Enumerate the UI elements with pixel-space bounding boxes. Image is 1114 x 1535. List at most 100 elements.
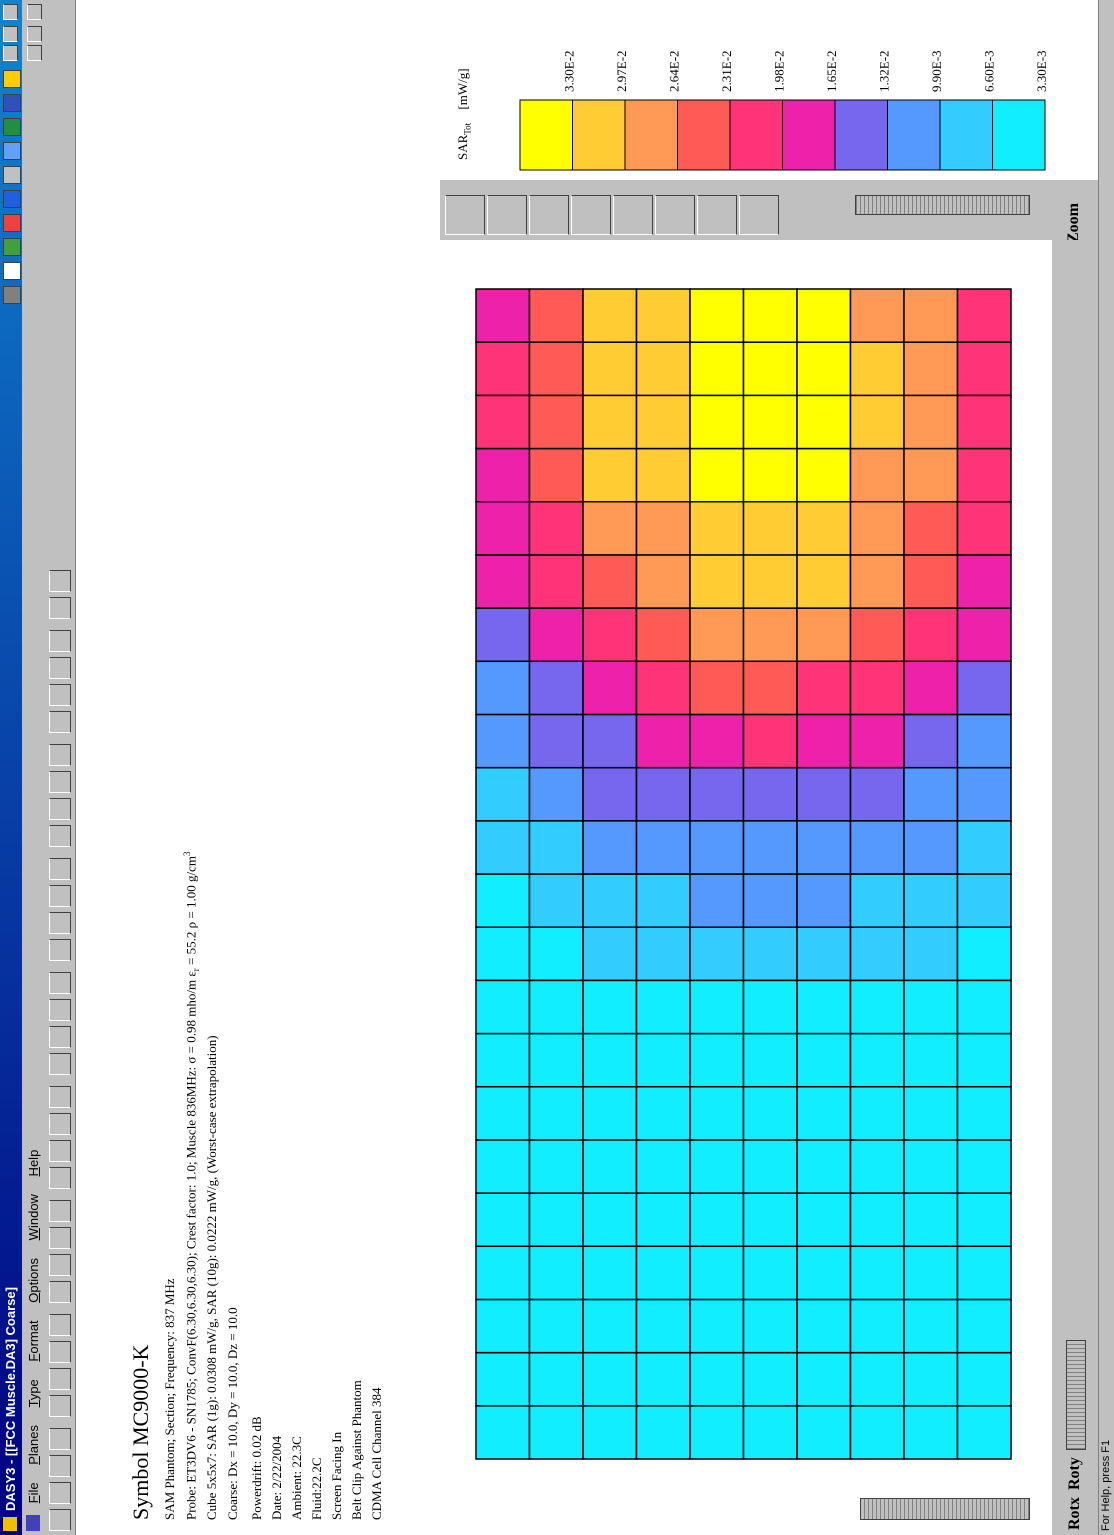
toolbar-button[interactable] xyxy=(49,630,71,652)
toolbar-button[interactable] xyxy=(49,1482,71,1504)
heatmap-cell xyxy=(475,607,531,663)
heatmap-cell xyxy=(849,1351,905,1407)
toolbar-button[interactable] xyxy=(49,570,71,592)
toolbar-button[interactable] xyxy=(49,912,71,934)
menu-item[interactable]: File xyxy=(26,1482,41,1504)
heatmap-cell xyxy=(528,500,584,556)
toolbar-button[interactable] xyxy=(49,1227,71,1249)
close-button[interactable] xyxy=(3,4,18,20)
heatmap-cell xyxy=(903,926,959,982)
tray-icon[interactable] xyxy=(3,190,21,208)
minimize-button[interactable] xyxy=(3,45,18,62)
toolbar-button[interactable] xyxy=(49,744,71,766)
tool-button[interactable] xyxy=(571,195,611,235)
tool-button[interactable] xyxy=(655,195,695,235)
info-line: Probe: ET3DV6 - SN1785; ConvF(6.30,6.30,… xyxy=(182,852,201,1520)
toolbar-button[interactable] xyxy=(49,1167,71,1189)
heatmap-cell xyxy=(528,1192,584,1248)
menu-item[interactable]: Window xyxy=(26,1194,41,1241)
heatmap-cell xyxy=(528,713,584,769)
maximize-button[interactable] xyxy=(3,25,18,42)
legend-quantity: SAR xyxy=(455,134,470,160)
toolbar-button[interactable] xyxy=(49,939,71,961)
toolbar-button[interactable] xyxy=(49,858,71,880)
tray-icon[interactable] xyxy=(3,214,21,232)
rotx-slider[interactable] xyxy=(860,1498,1030,1520)
heatmap-cell xyxy=(903,607,959,663)
tool-button[interactable] xyxy=(445,195,485,235)
heatmap-cell xyxy=(689,554,745,609)
heatmap-cell xyxy=(903,447,959,503)
close-button[interactable] xyxy=(27,4,42,20)
toolbar-button[interactable] xyxy=(49,798,71,820)
tray-icon[interactable] xyxy=(3,94,21,112)
toolbar-button[interactable] xyxy=(49,684,71,706)
toolbar-button[interactable] xyxy=(49,1368,71,1390)
heatmap-cell xyxy=(582,447,638,503)
toolbar-button[interactable] xyxy=(49,597,71,619)
heatmap-cell xyxy=(903,979,959,1035)
menu-item[interactable]: Help xyxy=(26,1149,41,1177)
toolbar-button[interactable] xyxy=(49,1395,71,1417)
toolbar-button[interactable] xyxy=(49,1086,71,1108)
restore-button[interactable] xyxy=(27,25,42,42)
tool-button[interactable] xyxy=(697,195,737,235)
heading: Symbol MC9000-K xyxy=(128,1344,153,1520)
toolbar-button[interactable] xyxy=(49,1314,71,1336)
heatmap-cell xyxy=(582,713,638,769)
tool-button[interactable] xyxy=(487,195,527,235)
toolbar-button[interactable] xyxy=(49,657,71,679)
legend-swatch xyxy=(782,99,836,171)
tray-icon[interactable] xyxy=(3,70,21,88)
tool-button[interactable] xyxy=(613,195,653,235)
toolbar-button[interactable] xyxy=(49,1026,71,1048)
legend-label: 1.32E-2 xyxy=(876,50,891,92)
tray-icon[interactable] xyxy=(3,286,21,304)
heatmap-cell xyxy=(796,1351,852,1407)
heatmap-cell xyxy=(528,1139,584,1194)
toolbar-button[interactable] xyxy=(49,1140,71,1162)
heatmap-cell xyxy=(903,1085,959,1141)
toolbar-button[interactable] xyxy=(49,1428,71,1450)
toolbar-button[interactable] xyxy=(49,972,71,994)
info-line: CDMA Cell Channel 384 xyxy=(369,1387,384,1520)
menu-item[interactable]: Type xyxy=(26,1379,41,1408)
info-sup: 3 xyxy=(182,851,192,857)
toolbar-button[interactable] xyxy=(49,1200,71,1222)
heatmap-cell xyxy=(582,341,638,397)
heatmap-cell xyxy=(742,394,798,450)
toolbar-button[interactable] xyxy=(49,711,71,733)
toolbar-button[interactable] xyxy=(49,1254,71,1276)
menu-item[interactable]: Planes xyxy=(26,1425,41,1465)
heatmap-cell xyxy=(903,1298,959,1354)
toolbar-button[interactable] xyxy=(49,885,71,907)
heatmap-cell xyxy=(582,288,638,343)
tool-button[interactable] xyxy=(529,195,569,235)
tray-icon[interactable] xyxy=(3,238,21,256)
toolbar-button[interactable] xyxy=(49,1455,71,1477)
heatmap-cell xyxy=(796,341,852,397)
tray-icon[interactable] xyxy=(3,118,21,136)
legend-swatch xyxy=(624,99,678,171)
toolbar-button[interactable] xyxy=(49,771,71,793)
heatmap-cell xyxy=(635,1245,691,1301)
toolbar-button[interactable] xyxy=(49,1113,71,1135)
tray-icon[interactable] xyxy=(3,262,21,280)
minimize-button[interactable] xyxy=(27,45,42,62)
tray-icon[interactable] xyxy=(3,142,21,160)
toolbar-button[interactable] xyxy=(49,825,71,847)
tool-button[interactable] xyxy=(739,195,779,235)
toolbar-button[interactable] xyxy=(49,1341,71,1363)
heatmap-cell xyxy=(956,873,1012,928)
toolbar-button[interactable] xyxy=(49,1281,71,1303)
heatmap-cell xyxy=(528,288,584,343)
menu-item[interactable]: Format xyxy=(26,1320,41,1362)
tray-icon[interactable] xyxy=(3,166,21,184)
toolbar-button[interactable] xyxy=(49,999,71,1021)
heatmap-cell xyxy=(582,873,638,928)
toolbar-button[interactable] xyxy=(49,1509,71,1531)
toolbar-button[interactable] xyxy=(49,1053,71,1075)
menu-item[interactable]: Options xyxy=(26,1257,41,1303)
roty-slider[interactable] xyxy=(1066,1340,1086,1450)
zoom-slider[interactable] xyxy=(855,195,1030,215)
